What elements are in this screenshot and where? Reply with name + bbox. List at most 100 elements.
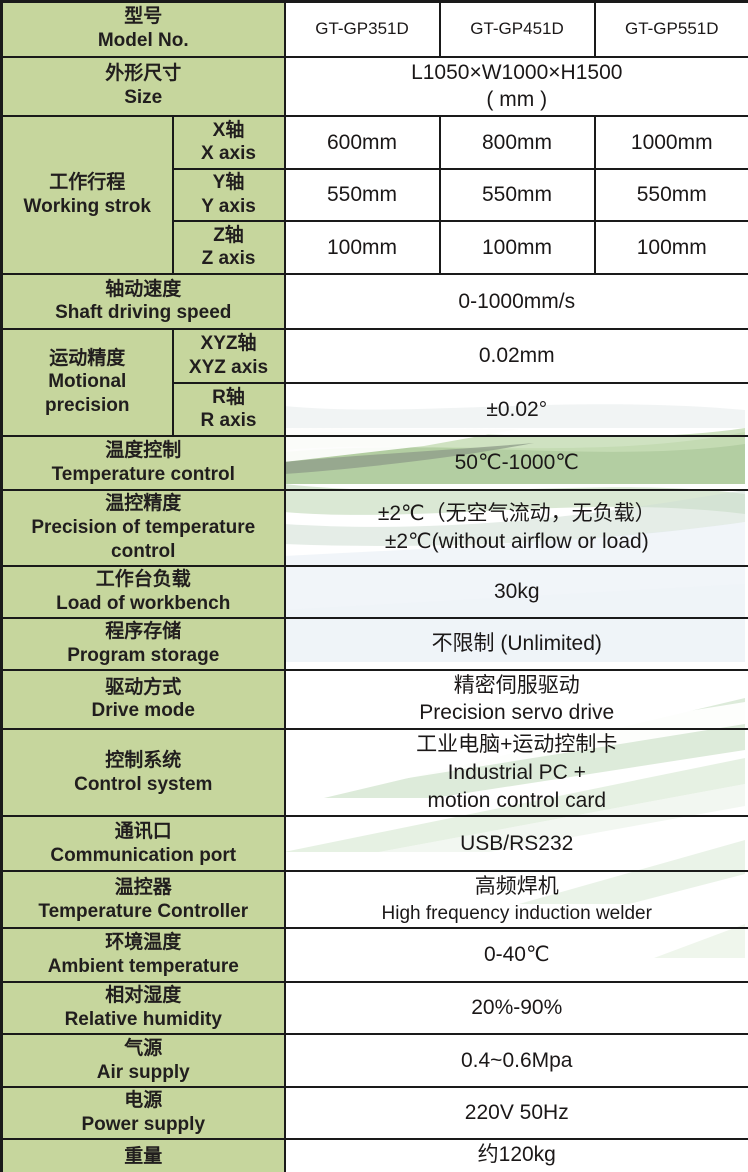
drive-mode-value-zh: 精密伺服驱动 (453, 673, 580, 697)
precision-xyz-sublabel: XYZ轴 XYZ axis (171, 327, 286, 384)
precision-r-zh: R轴 (212, 386, 245, 408)
comm-port-label: 通讯口 Communication port (0, 815, 286, 873)
temp-precision-label-zh: 温控精度 (105, 492, 182, 514)
row-temp-control: 温度控制 Temperature control 50℃-1000℃ (0, 434, 748, 491)
stroke-y-value-2: 550mm (438, 167, 596, 222)
row-control-system: 控制系统 Control system 工业电脑+运动控制卡 Industria… (0, 728, 748, 818)
power-supply-label-zh: 电源 (124, 1090, 163, 1112)
weight-label-en: Weight (8, 1169, 279, 1172)
precision-r-value: ±0.02° (283, 381, 748, 437)
stroke-y-value-3: 550mm (593, 167, 748, 222)
row-stroke-y: Y轴 Y axis 550mm 550mm 550mm (2, 167, 748, 222)
temp-control-value: 50℃-1000℃ (283, 434, 748, 491)
size-value-dimensions: L1050×W1000×H1500 (411, 60, 623, 84)
workbench-load-value: 30kg (283, 564, 748, 619)
stroke-y-zh: Y轴 (212, 172, 245, 193)
row-comm-port: 通讯口 Communication port USB/RS232 (0, 815, 748, 873)
stroke-label-en: Working strok (23, 195, 151, 217)
stroke-x-value-2: 800mm (438, 114, 596, 170)
row-ambient-temp: 环境温度 Ambient temperature 0-40℃ (0, 927, 748, 984)
workbench-load-label: 工作台负载 Load of workbench (0, 564, 286, 619)
stroke-x-sublabel: X轴 X axis (171, 114, 286, 170)
temp-controller-label-zh: 温控器 (114, 876, 172, 898)
row-drive-mode: 驱动方式 Drive mode 精密伺服驱动 Precision servo d… (0, 668, 748, 731)
row-stroke-x: 工作行程 Working strok X轴 X axis 600mm 800mm… (0, 114, 748, 275)
air-supply-label-zh: 气源 (124, 1037, 163, 1059)
model-value-2: GT-GP451D (438, 0, 596, 58)
stroke-y-value-1: 550mm (283, 167, 441, 222)
stroke-z-zh: Z轴 (213, 224, 244, 246)
control-system-value: 工业电脑+运动控制卡 Industrial PC + motion contro… (283, 728, 748, 818)
row-temp-precision: 温控精度 Precision of temperature control ±2… (0, 488, 748, 567)
row-weight: 重量 Weight 约120kg Approx 260kg (0, 1138, 748, 1172)
power-supply-value: 220V 50Hz (283, 1086, 748, 1141)
stroke-label: 工作行程 Working strok (0, 114, 174, 275)
temp-control-label: 温度控制 Temperature control (0, 434, 286, 491)
program-storage-value: 不限制 (Unlimited) (283, 616, 748, 671)
row-model: 型号 Model No. GT-GP351D GT-GP451D GT-GP55… (0, 0, 748, 58)
air-supply-label-en: Air supply (96, 1061, 190, 1083)
precision-label-zh: 运动精度 (49, 347, 126, 369)
stroke-z-value-3: 100mm (593, 219, 748, 275)
temp-precision-value: ±2℃（无空气流动，无负载） ±2℃(without airflow or lo… (283, 488, 748, 567)
shaft-speed-label-zh: 轴动速度 (105, 278, 182, 300)
row-power-supply: 电源 Power supply 220V 50Hz (0, 1086, 748, 1141)
model-label-zh: 型号 (124, 6, 163, 28)
weight-value-en: Approx 260kg (291, 1169, 744, 1172)
stroke-z-value-2: 100mm (438, 219, 596, 275)
precision-xyz-en: XYZ axis (188, 356, 269, 378)
row-program-storage: 程序存储 Program storage 不限制 (Unlimited) (0, 616, 748, 671)
control-system-value-en2: motion control card (427, 788, 607, 812)
ambient-temp-label-zh: 环境温度 (105, 932, 182, 954)
stroke-x-value-3: 1000mm (593, 114, 748, 170)
comm-port-label-en: Communication port (50, 844, 237, 866)
stroke-x-en: X axis (201, 143, 256, 165)
control-system-label-en: Control system (74, 773, 213, 795)
power-supply-label-en: Power supply (81, 1114, 206, 1136)
precision-xyz-zh: XYZ轴 (200, 333, 257, 354)
stroke-z-en: Z axis (201, 248, 256, 270)
stroke-z-sublabel: Z轴 Z axis (171, 219, 286, 275)
precision-label: 运动精度 Motional precision (0, 327, 174, 437)
drive-mode-label-en: Drive mode (91, 700, 195, 722)
size-label-zh: 外形尺寸 (105, 63, 182, 85)
model-value-3: GT-GP551D (593, 0, 748, 58)
temp-control-label-zh: 温度控制 (105, 440, 182, 461)
row-temp-controller: 温控器 Temperature Controller 高频焊机 High fre… (0, 870, 748, 930)
stroke-x-value-1: 600mm (283, 114, 441, 170)
drive-mode-label: 驱动方式 Drive mode (0, 668, 286, 731)
ambient-temp-value: 0-40℃ (283, 927, 748, 984)
precision-r-sublabel: R轴 R axis (171, 381, 286, 437)
temp-controller-value-en: High frequency induction welder (381, 903, 652, 925)
model-value-1: GT-GP351D (283, 0, 441, 58)
control-system-value-zh: 工业电脑+运动控制卡 (416, 733, 618, 757)
temp-controller-value: 高频焊机 High frequency induction welder (283, 870, 748, 930)
humidity-value: 20%-90% (283, 981, 748, 1036)
drive-mode-value-en: Precision servo drive (419, 701, 615, 725)
drive-mode-label-zh: 驱动方式 (105, 676, 182, 698)
ambient-temp-label-en: Ambient temperature (47, 956, 239, 978)
humidity-label-en: Relative humidity (64, 1009, 222, 1031)
air-supply-value: 0.4~0.6Mpa (283, 1033, 748, 1089)
control-system-label-zh: 控制系统 (105, 749, 182, 771)
drive-mode-value: 精密伺服驱动 Precision servo drive (283, 668, 748, 731)
comm-port-value: USB/RS232 (283, 815, 748, 873)
weight-label: 重量 Weight (0, 1138, 286, 1172)
stroke-y-en: Y axis (201, 195, 256, 217)
humidity-label: 相对湿度 Relative humidity (0, 981, 286, 1036)
model-label: 型号 Model No. (0, 0, 286, 58)
model-label-en: Model No. (97, 30, 189, 52)
power-supply-label: 电源 Power supply (0, 1086, 286, 1141)
program-storage-label-en: Program storage (67, 644, 220, 666)
comm-port-label-zh: 通讯口 (114, 820, 172, 842)
air-supply-label: 气源 Air supply (0, 1033, 286, 1089)
humidity-label-zh: 相对湿度 (105, 985, 182, 1007)
temp-precision-value-en: ±2℃(without airflow or load) (384, 529, 649, 553)
weight-value: 约120kg Approx 260kg (283, 1138, 748, 1172)
row-precision-r: R轴 R axis ±0.02° (2, 381, 748, 437)
temp-controller-label: 温控器 Temperature Controller (0, 870, 286, 930)
stroke-z-value-1: 100mm (283, 219, 441, 275)
temp-precision-label-en: Precision of temperature control (31, 516, 256, 562)
